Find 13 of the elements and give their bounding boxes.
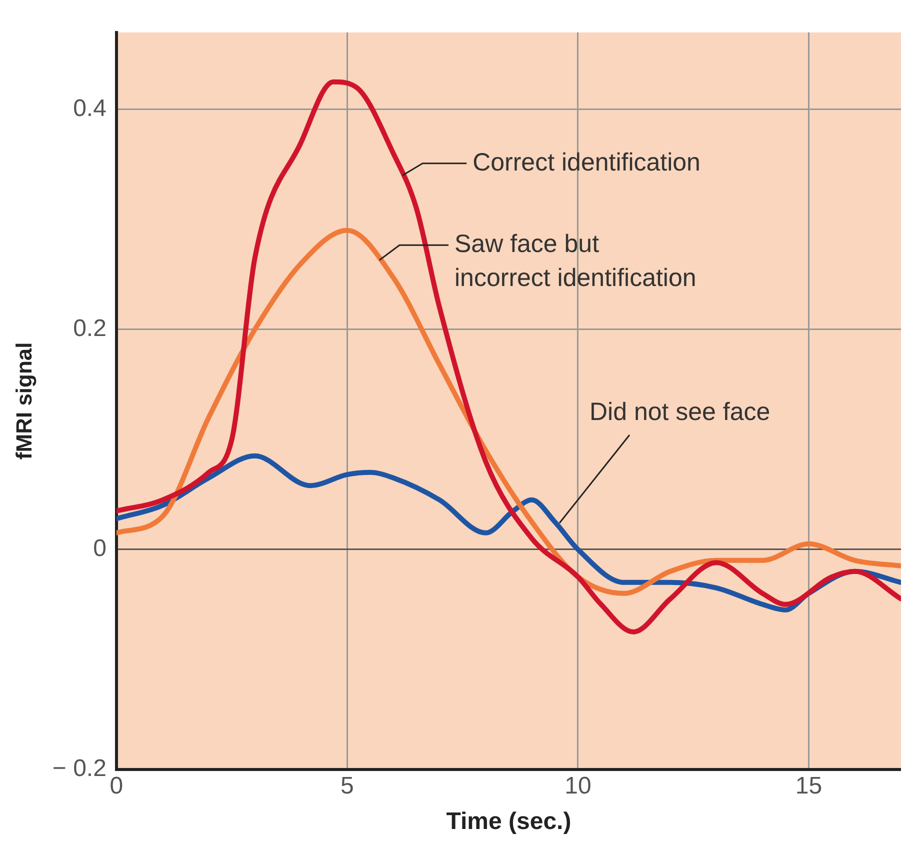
x-tick-label: 15 (795, 772, 822, 800)
annotation: Saw face but incorrect identification (454, 230, 696, 292)
x-tick-label: 10 (564, 772, 592, 800)
y-tick-label: 0.2 (73, 315, 106, 342)
y-tick-label: − 0.2 (52, 755, 106, 782)
y-axis-title: fMRI signal (11, 342, 36, 460)
y-tick-label: 0.4 (73, 95, 106, 122)
x-axis-title: Time (sec.) (446, 808, 572, 836)
annotation: Correct identification (472, 148, 700, 176)
x-tick-label: 5 (340, 772, 354, 800)
y-tick-label: 0 (93, 535, 106, 562)
annotation: Did not see face (589, 398, 770, 426)
x-tick-label: 0 (110, 772, 124, 800)
